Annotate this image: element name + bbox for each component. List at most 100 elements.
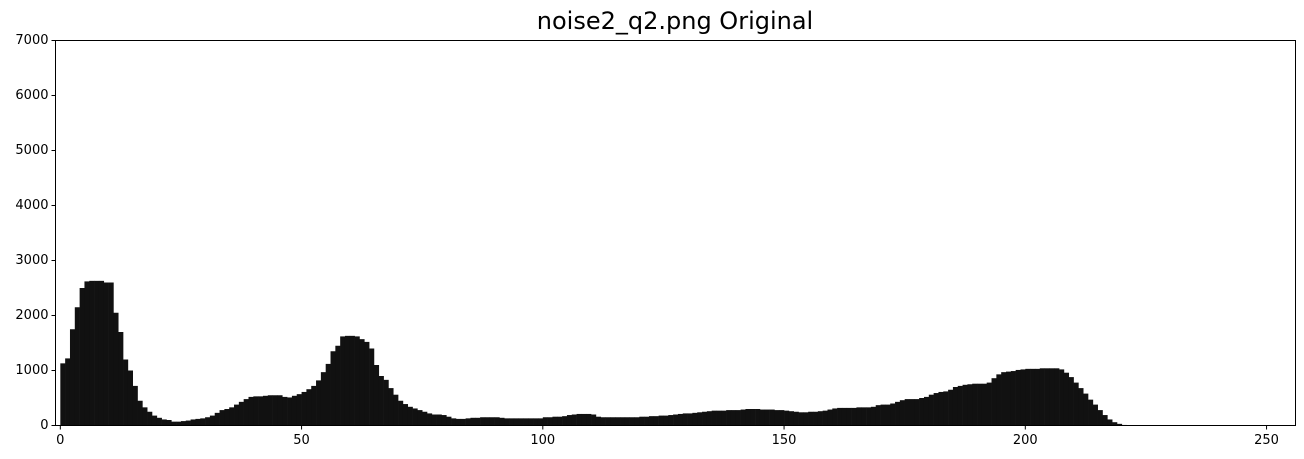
- bar: [866, 407, 872, 426]
- bar: [562, 416, 568, 426]
- bar: [166, 420, 172, 426]
- bar: [658, 415, 664, 426]
- bar: [349, 335, 355, 426]
- bar: [769, 409, 775, 426]
- bar: [340, 336, 346, 426]
- bar: [697, 412, 703, 426]
- bar: [84, 281, 90, 426]
- bar: [325, 363, 331, 426]
- bar: [759, 409, 766, 426]
- bar: [1001, 372, 1007, 426]
- bar: [1063, 372, 1070, 426]
- bar: [788, 411, 795, 426]
- bar: [470, 417, 476, 426]
- bar: [523, 418, 529, 426]
- bar: [151, 415, 158, 426]
- bar: [200, 418, 206, 426]
- bar: [344, 335, 351, 426]
- bar: [576, 413, 582, 426]
- bar: [962, 384, 968, 426]
- bar: [566, 415, 573, 426]
- bar: [528, 418, 534, 426]
- bar: [103, 282, 109, 426]
- bar: [533, 418, 539, 426]
- bar: [1107, 419, 1113, 426]
- bar: [422, 411, 428, 426]
- bar: [1083, 393, 1089, 426]
- bar: [1097, 410, 1103, 426]
- bar: [248, 396, 254, 426]
- bar: [446, 416, 452, 426]
- bar: [885, 404, 891, 426]
- bar: [702, 411, 708, 426]
- bar: [161, 419, 167, 426]
- bar: [735, 410, 741, 426]
- bar: [856, 407, 862, 426]
- bar: [460, 418, 466, 426]
- bar: [706, 411, 712, 426]
- bar: [330, 351, 336, 426]
- bar: [841, 407, 848, 426]
- chart-title: noise2_q2.png Original: [537, 7, 813, 35]
- bar: [726, 410, 732, 426]
- bar: [123, 359, 129, 426]
- bar: [745, 409, 751, 426]
- bar: [682, 413, 688, 426]
- bar: [996, 374, 1002, 426]
- bar: [571, 414, 577, 426]
- bar: [282, 396, 288, 426]
- bar: [1073, 382, 1079, 426]
- bar: [615, 417, 621, 426]
- bar: [118, 332, 124, 426]
- bar: [407, 406, 413, 426]
- bar: [764, 409, 770, 426]
- bar: [943, 391, 949, 426]
- bar: [185, 420, 191, 426]
- bar: [1112, 422, 1118, 426]
- y-tick-label: 1000: [15, 363, 48, 378]
- bar: [1088, 399, 1094, 426]
- bar: [895, 401, 901, 426]
- bar: [484, 417, 491, 426]
- bar: [600, 417, 606, 426]
- bar: [509, 418, 515, 426]
- bar: [412, 408, 418, 426]
- bars: [60, 280, 1132, 426]
- bar: [890, 403, 896, 426]
- x-tick-label: 250: [1254, 433, 1279, 448]
- bar: [774, 410, 780, 426]
- bar: [875, 405, 881, 426]
- bar: [668, 415, 674, 426]
- bar: [417, 410, 423, 426]
- bar: [537, 418, 544, 426]
- bar: [880, 404, 886, 426]
- bar: [620, 417, 626, 426]
- bar: [277, 395, 283, 426]
- bar: [948, 389, 954, 426]
- bar: [156, 417, 162, 426]
- bar: [648, 416, 655, 426]
- bar: [991, 378, 997, 426]
- bar: [981, 383, 988, 426]
- bar: [296, 394, 302, 426]
- bar: [262, 395, 269, 426]
- x-tick-label: 50: [293, 433, 310, 448]
- x-tick-label: 0: [56, 433, 64, 448]
- bar: [591, 414, 597, 426]
- bar: [224, 409, 230, 426]
- bar: [219, 410, 225, 426]
- bar: [137, 400, 143, 426]
- bar: [190, 419, 196, 426]
- bar: [798, 412, 804, 426]
- bar: [311, 385, 317, 426]
- bar: [229, 407, 235, 426]
- bar: [253, 396, 259, 426]
- bar: [1020, 369, 1026, 426]
- bar: [779, 410, 785, 426]
- bar: [740, 409, 746, 426]
- bar: [518, 418, 524, 426]
- bar: [94, 280, 100, 426]
- bar: [595, 416, 602, 426]
- bar: [851, 407, 857, 426]
- bar: [967, 384, 973, 426]
